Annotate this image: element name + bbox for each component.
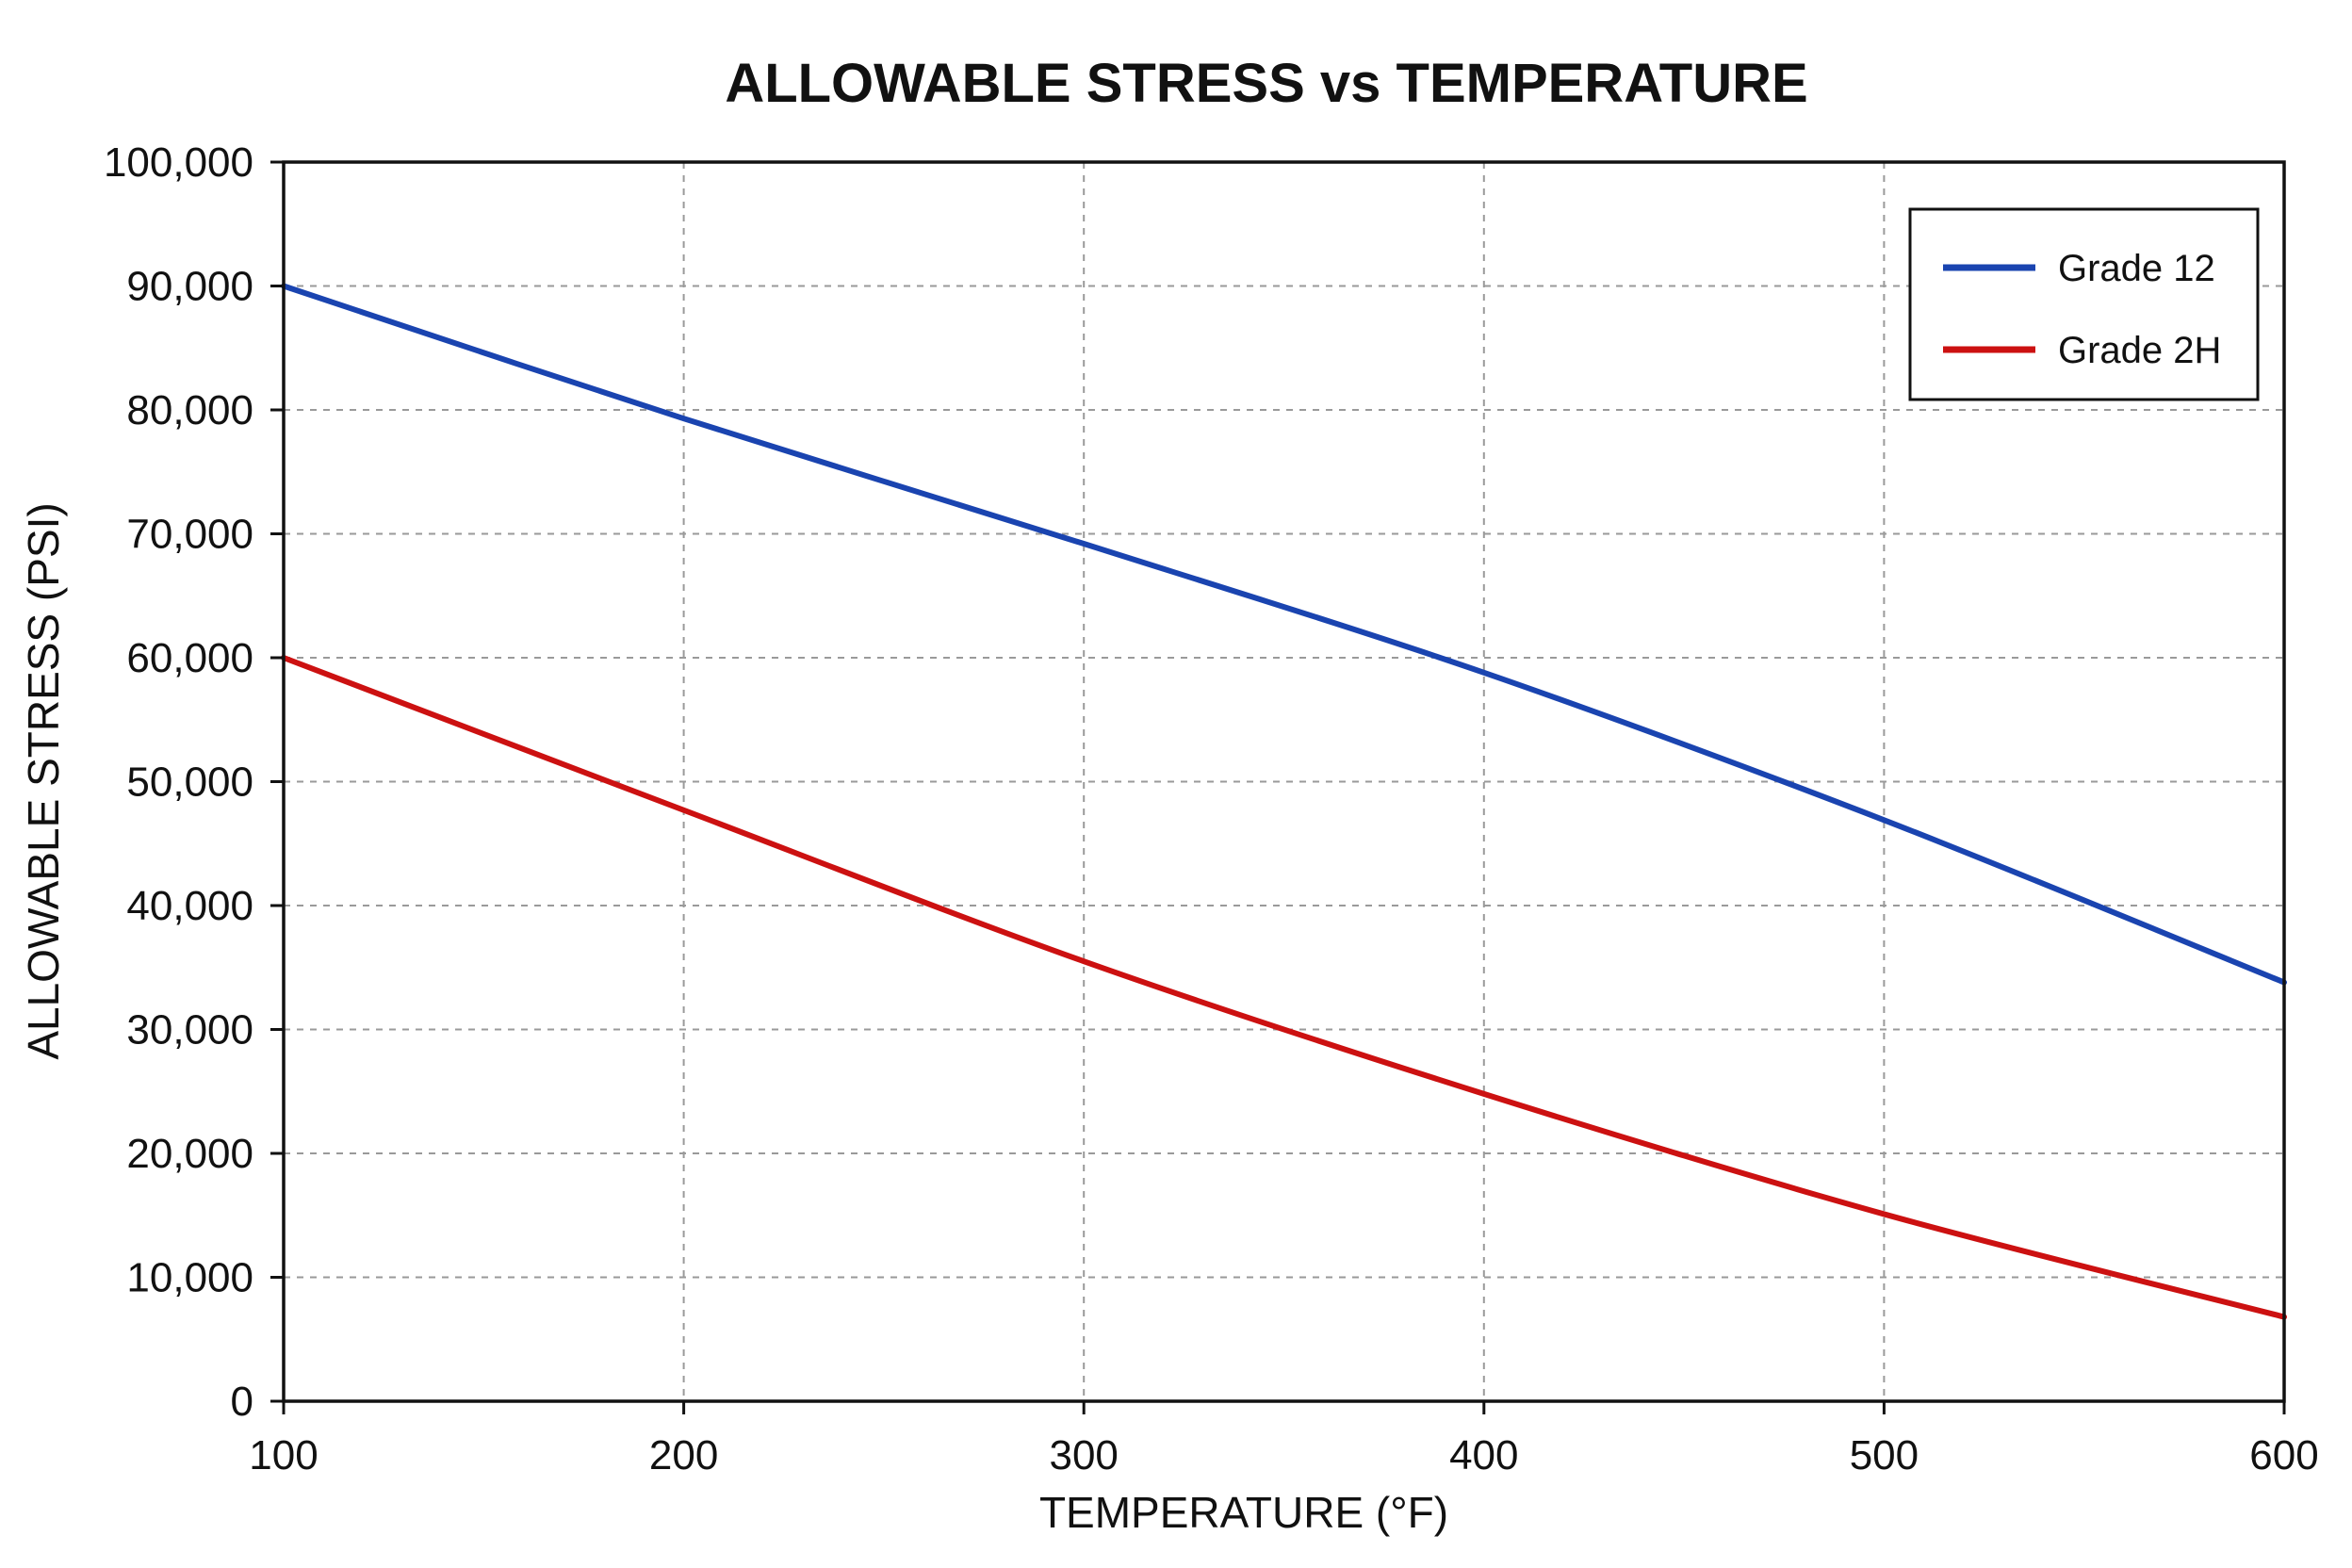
- series-line-grade-12: [281, 283, 2287, 986]
- y-tick-label: 90,000: [126, 264, 253, 310]
- y-tick-label: 60,000: [126, 635, 253, 681]
- x-axis-label: TEMPERATURE (°F): [1039, 1488, 1448, 1537]
- x-tick-label: 400: [1449, 1432, 1518, 1478]
- y-tick-label: 80,000: [126, 387, 253, 433]
- y-tick-label: 30,000: [126, 1007, 253, 1054]
- x-tick-label: 600: [2249, 1432, 2318, 1478]
- series-lines: [281, 283, 2287, 1320]
- x-tick-label: 500: [1850, 1432, 1919, 1478]
- legend-box: [1908, 207, 2260, 401]
- grid: [284, 162, 2284, 1401]
- y-tick-label: 0: [231, 1379, 253, 1425]
- x-tick-label: 200: [649, 1432, 718, 1478]
- y-tick-label: 100,000: [104, 139, 253, 186]
- series-line-grade-2h: [281, 655, 2287, 1320]
- y-axis-label: ALLOWABLE STRESS (PSI): [19, 502, 68, 1059]
- x-tick-label: 100: [249, 1432, 318, 1478]
- y-tick-label: 10,000: [126, 1255, 253, 1301]
- y-tick-label: 20,000: [126, 1131, 253, 1177]
- legend-label-grade-12: Grade 12: [2058, 248, 2215, 289]
- axis-ticks: 100 200 300 400 500 600 0 10,000 20,000 30,000 40,…: [104, 139, 2319, 1478]
- legend: Grade 12 Grade 2H: [1908, 207, 2260, 401]
- y-tick-label: 40,000: [126, 883, 253, 929]
- legend-label-grade-2h: Grade 2H: [2058, 330, 2221, 371]
- x-tick-label: 300: [1049, 1432, 1118, 1478]
- y-tick-label: 50,000: [126, 760, 253, 806]
- chart-title: ALLOWABLE STRESS vs TEMPERATURE: [725, 53, 1807, 114]
- y-tick-label: 70,000: [126, 512, 253, 558]
